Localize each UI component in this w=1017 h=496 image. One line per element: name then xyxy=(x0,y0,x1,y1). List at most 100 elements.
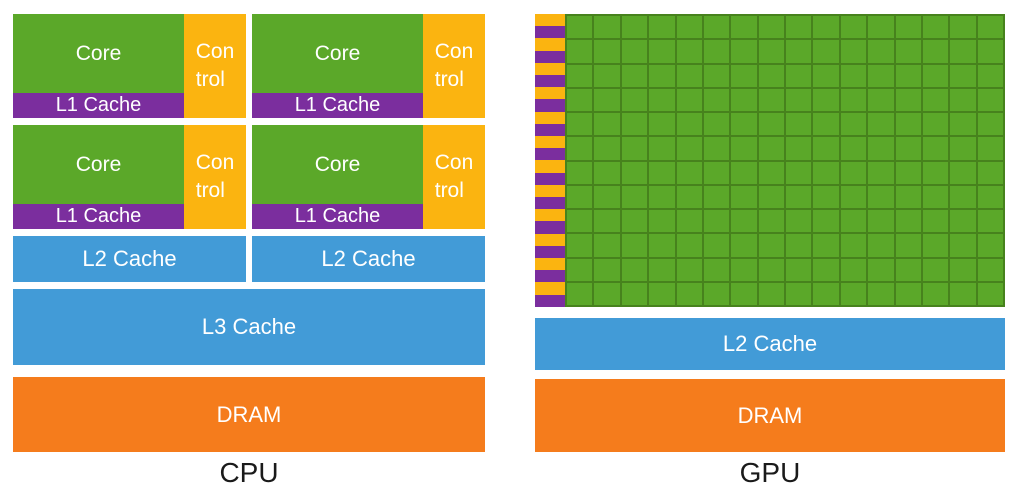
cpu-core: Core xyxy=(13,14,184,93)
gpu-core-cell xyxy=(868,258,894,281)
cpu-core: Core xyxy=(13,125,184,204)
gpu-core-cell xyxy=(731,64,757,87)
gpu-core-cell xyxy=(977,161,1003,184)
cpu-l1-label: L1 Cache xyxy=(55,94,142,116)
gpu-core-cell xyxy=(922,88,949,111)
cpu-control-label: Con trol xyxy=(196,149,235,204)
gpu-core-cell xyxy=(786,137,812,160)
gpu-core-cell xyxy=(895,64,921,87)
gpu-core-cell xyxy=(950,210,976,233)
cpu-l1-label: L1 Cache xyxy=(294,94,381,116)
gpu-core-cell xyxy=(950,185,976,208)
gpu-control-cell xyxy=(535,38,565,51)
gpu-control-cell xyxy=(535,14,565,27)
gpu-core-cell xyxy=(703,234,730,257)
gpu-core-cell xyxy=(895,88,921,111)
gpu-core-cell xyxy=(977,185,1003,208)
gpu-core-cell xyxy=(786,64,812,87)
gpu-core-cell xyxy=(676,64,702,87)
cpu-l1-label: L1 Cache xyxy=(55,205,142,227)
gpu-l1-cell xyxy=(535,197,565,210)
gpu-l1-cell xyxy=(535,294,565,307)
control-line: Con xyxy=(195,40,235,64)
gpu-core-cell xyxy=(895,282,921,305)
gpu-core-cell xyxy=(567,113,593,136)
gpu-l1-cell xyxy=(535,245,565,259)
cpu-dram-label: DRAM xyxy=(216,401,282,427)
gpu-core-cell xyxy=(567,88,593,111)
gpu-core-cell xyxy=(895,137,921,160)
cpu-l1-cache: L1 Cache xyxy=(252,204,423,229)
gpu-core-cell xyxy=(594,16,620,39)
gpu-core-cell xyxy=(758,282,784,305)
gpu-core-cell xyxy=(676,234,702,257)
gpu-core-cell xyxy=(703,185,730,208)
gpu-core-cell xyxy=(567,161,593,184)
gpu-core-cell xyxy=(758,185,784,208)
gpu-core-cell xyxy=(895,161,921,184)
cpu-control: Con trol xyxy=(184,125,246,229)
gpu-core-cell xyxy=(621,210,648,233)
gpu-core-cell xyxy=(703,40,730,63)
cpu-control: Con trol xyxy=(423,14,485,118)
cpu-core: Core xyxy=(252,14,423,93)
gpu-core-cell xyxy=(977,64,1003,87)
gpu-core-cell xyxy=(703,16,730,39)
gpu-core-cell xyxy=(922,185,949,208)
gpu-core-cell xyxy=(594,40,620,63)
gpu-core-cell xyxy=(703,113,730,136)
gpu-core-cell xyxy=(758,137,784,160)
gpu-core-cell xyxy=(676,113,702,136)
gpu-core-cell xyxy=(922,64,949,87)
gpu-core-cell xyxy=(703,88,730,111)
cpu-core-label: Core xyxy=(75,152,122,176)
gpu-core-cell xyxy=(676,258,702,281)
gpu-core-cell xyxy=(922,113,949,136)
cpu-core-block: Core L1 Cache Con trol xyxy=(13,125,246,229)
gpu-core-cell xyxy=(676,161,702,184)
gpu-core-cell xyxy=(786,113,812,136)
gpu-core-cell xyxy=(895,234,921,257)
gpu-core-cell xyxy=(977,88,1003,111)
gpu-core-cell xyxy=(895,113,921,136)
gpu-core-cell xyxy=(731,282,757,305)
cpu-l2-cache: L2 Cache xyxy=(13,236,246,282)
gpu-core-cell xyxy=(868,185,894,208)
gpu-l1-cell xyxy=(535,75,565,88)
gpu-core-cell xyxy=(731,258,757,281)
gpu-control-cell xyxy=(535,209,565,222)
gpu-core-cell xyxy=(786,234,812,257)
gpu-core-cell xyxy=(731,137,757,160)
gpu-control-cell xyxy=(535,136,565,149)
gpu-l1-cell xyxy=(535,99,565,112)
gpu-core-cell xyxy=(895,210,921,233)
gpu-core-cell xyxy=(594,234,620,257)
gpu-core-cell xyxy=(786,40,812,63)
gpu-l1-cell xyxy=(535,123,565,137)
control-line: Con xyxy=(434,151,474,175)
gpu-core-cell xyxy=(649,64,675,87)
gpu-core-cell xyxy=(758,161,784,184)
gpu-core-cell xyxy=(895,16,921,39)
gpu-core-cell xyxy=(813,282,839,305)
gpu-core-cell xyxy=(758,258,784,281)
gpu-core-cell xyxy=(922,234,949,257)
gpu-core-cell xyxy=(950,161,976,184)
control-line: trol xyxy=(195,68,225,91)
gpu-core-cell xyxy=(868,161,894,184)
gpu-control-cell xyxy=(535,62,565,76)
cpu-l2-label: L2 Cache xyxy=(82,246,177,271)
cpu-control-label: Con trol xyxy=(435,149,474,204)
gpu-core-cell xyxy=(676,16,702,39)
gpu-core-cell xyxy=(703,210,730,233)
gpu-core-cell xyxy=(594,185,620,208)
gpu-core-cell xyxy=(786,161,812,184)
gpu-core-cell xyxy=(840,64,867,87)
gpu-control-cell xyxy=(535,87,565,100)
gpu-core-cell xyxy=(676,40,702,63)
gpu-core-cell xyxy=(840,210,867,233)
gpu-core-cell xyxy=(813,161,839,184)
gpu-core-cell xyxy=(840,137,867,160)
cpu-core-block: Core L1 Cache Con trol xyxy=(13,14,246,118)
gpu-core-cell xyxy=(676,210,702,233)
